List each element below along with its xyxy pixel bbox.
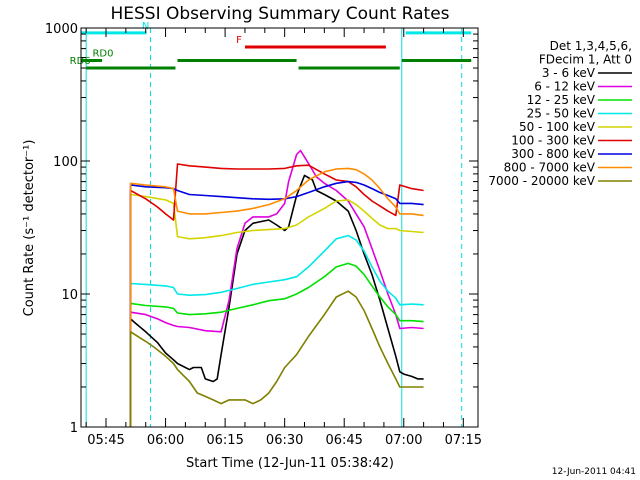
x-tick-label: 06:30 [266,433,303,448]
series-line-5 [129,163,424,427]
legend-entry-label: 50 - 100 keV [519,120,596,134]
series-line-8 [129,290,424,427]
state-label-3: F [236,35,242,46]
legend-entry-label: 7000 - 20000 keV [488,174,595,188]
legend-entry-label: 100 - 300 keV [511,134,595,148]
x-tick-label: 07:15 [445,433,482,448]
x-tick-label: 05:45 [87,433,124,448]
legend-header-line: Det 1,3,4,5,6, [550,39,632,53]
series-line-3 [129,234,424,427]
series-group [81,28,472,427]
legend-header-line: FDecim 1, Att 0 [539,53,632,67]
plot-frame [80,27,479,428]
legend-entry-label: 6 - 12 keV [534,80,596,94]
state-label-7: RD6 [70,56,91,67]
chart-title: HESSI Observing Summary Count Rates [110,4,449,24]
series-line-7 [129,167,424,427]
x-axis-label: Start Time (12-Jun-11 05:38:42) [186,456,394,471]
series-line-4 [129,193,424,427]
legend-entry-label: 3 - 6 keV [542,66,596,80]
y-tick-label: 100 [53,155,78,170]
x-tick-label: 06:00 [147,433,184,448]
state-label-4: RD0 [92,48,113,59]
series-line-0 [129,174,424,427]
y-tick-label: 1000 [45,22,78,37]
legend: Det 1,3,4,5,6,FDecim 1, Att 03 - 6 keV6 … [488,39,632,188]
legend-entry-label: 12 - 25 keV [527,93,596,107]
series-line-2 [129,262,424,427]
legend-entry-label: 300 - 800 keV [511,147,595,161]
legend-entry-label: 25 - 50 keV [527,107,596,121]
state-label-1: N [142,21,149,32]
y-tick-label: 1 [70,421,78,436]
legend-entry-label: 800 - 7000 keV [504,161,596,175]
x-tick-label: 06:15 [206,433,243,448]
y-axis-label: Count Rate (s⁻¹ detector⁻¹) [22,140,37,317]
x-tick-label: 06:45 [325,433,362,448]
y-tick-label: 10 [61,288,78,303]
timestamp-stamp: 12-Jun-2011 04:41 [552,467,636,477]
x-tick-label: 07:00 [385,433,422,448]
series-line-1 [129,149,424,427]
axes: 1 10 100 1000 05:45 06:00 06:15 06:30 06:45 07:00… [45,22,482,448]
